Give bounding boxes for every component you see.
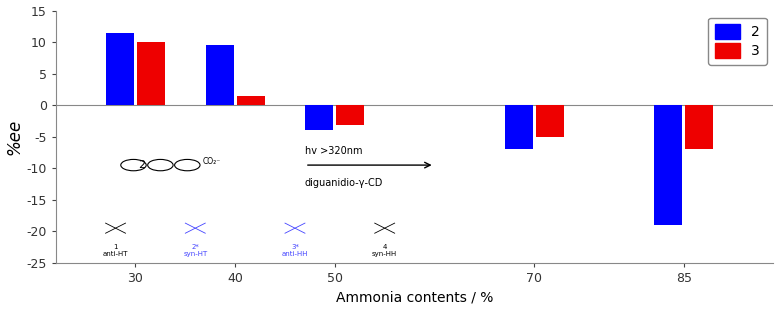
Text: CO₂⁻: CO₂⁻ [203, 157, 220, 166]
Bar [536, 105, 564, 137]
Bar [206, 45, 234, 105]
Text: 2*
syn-HT: 2* syn-HT [183, 244, 207, 257]
Bar [505, 105, 533, 149]
Bar [106, 33, 134, 105]
Bar [654, 105, 682, 225]
Text: 4
syn-HH: 4 syn-HH [372, 244, 397, 257]
Bar [337, 105, 365, 125]
X-axis label: Ammonia contents / %: Ammonia contents / % [336, 290, 493, 304]
Bar [237, 96, 265, 105]
Bar [137, 42, 165, 105]
Text: 2: 2 [139, 160, 146, 170]
Text: 1
anti-HT: 1 anti-HT [103, 244, 129, 257]
Legend: 2, 3: 2, 3 [708, 17, 767, 65]
Text: hv >320nm: hv >320nm [305, 146, 362, 156]
Bar [686, 105, 713, 149]
Text: 3*
anti-HH: 3* anti-HH [282, 244, 308, 257]
Y-axis label: %ee: %ee [5, 119, 23, 155]
Text: diguanidio-γ-CD: diguanidio-γ-CD [305, 178, 383, 188]
Bar [305, 105, 333, 131]
